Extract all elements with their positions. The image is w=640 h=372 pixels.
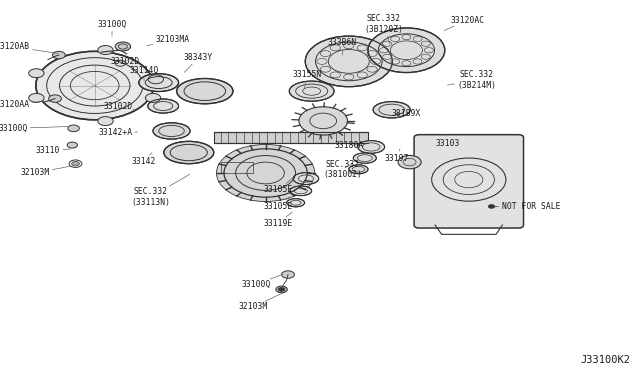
Circle shape	[36, 51, 154, 120]
Text: SEC.332
(381002): SEC.332 (381002)	[323, 160, 362, 179]
Text: 33100Q: 33100Q	[97, 20, 127, 36]
Ellipse shape	[358, 141, 385, 153]
Text: 33142: 33142	[132, 153, 156, 166]
Text: 33142+A: 33142+A	[98, 128, 138, 137]
Circle shape	[67, 142, 77, 148]
Ellipse shape	[164, 141, 214, 164]
Ellipse shape	[290, 186, 312, 196]
Text: 33103: 33103	[436, 134, 460, 148]
Ellipse shape	[349, 165, 368, 174]
Bar	[214, 132, 368, 143]
Circle shape	[216, 144, 315, 202]
Ellipse shape	[177, 78, 233, 104]
Text: 33120AB: 33120AB	[0, 42, 58, 54]
Text: NOT FOR SALE: NOT FOR SALE	[495, 202, 561, 211]
Circle shape	[68, 125, 79, 132]
Text: 33105E: 33105E	[264, 197, 293, 211]
Circle shape	[305, 36, 392, 87]
Circle shape	[299, 107, 348, 135]
Ellipse shape	[139, 74, 179, 92]
Circle shape	[368, 28, 445, 73]
Text: 33110: 33110	[36, 146, 71, 155]
Ellipse shape	[289, 81, 334, 101]
Circle shape	[98, 45, 113, 54]
Text: 32103MA: 32103MA	[147, 35, 190, 46]
Circle shape	[29, 93, 44, 102]
FancyBboxPatch shape	[414, 135, 524, 228]
Text: J33100K2: J33100K2	[580, 355, 630, 365]
Circle shape	[29, 69, 44, 78]
Circle shape	[49, 95, 61, 102]
Text: 38189X: 38189X	[392, 109, 421, 118]
Text: 33119E: 33119E	[264, 212, 293, 228]
Circle shape	[145, 93, 161, 102]
Circle shape	[72, 161, 79, 166]
Circle shape	[278, 288, 285, 291]
Text: SEC.332
(3B120Z): SEC.332 (3B120Z)	[365, 15, 403, 44]
Ellipse shape	[287, 199, 305, 207]
Ellipse shape	[148, 99, 179, 113]
Circle shape	[488, 205, 495, 208]
Text: 32103M: 32103M	[20, 166, 71, 177]
Text: SEC.332
(33113N): SEC.332 (33113N)	[131, 174, 189, 207]
Ellipse shape	[353, 153, 376, 163]
Ellipse shape	[293, 173, 319, 185]
Text: 33180A: 33180A	[334, 141, 364, 150]
Text: 33155N: 33155N	[292, 70, 322, 89]
Circle shape	[98, 117, 113, 126]
Text: SEC.332
(3B214M): SEC.332 (3B214M)	[447, 70, 496, 90]
Circle shape	[148, 75, 164, 84]
Text: 333B6N: 333B6N	[328, 38, 357, 55]
Circle shape	[398, 155, 421, 169]
Ellipse shape	[373, 102, 410, 118]
Text: 33100Q: 33100Q	[0, 124, 68, 133]
Text: 38343Y: 38343Y	[184, 53, 213, 73]
Text: 32103M: 32103M	[238, 293, 282, 311]
Text: 33114Q: 33114Q	[129, 66, 159, 81]
Text: 33102D: 33102D	[110, 57, 140, 69]
Text: 33100Q: 33100Q	[241, 275, 282, 289]
Text: 33105E: 33105E	[264, 179, 293, 194]
Circle shape	[52, 51, 65, 59]
Circle shape	[276, 286, 287, 293]
Text: 33120AA: 33120AA	[0, 100, 52, 109]
Circle shape	[115, 42, 131, 51]
Text: 33197: 33197	[385, 149, 409, 163]
Ellipse shape	[153, 123, 190, 139]
Text: 33120AC: 33120AC	[444, 16, 484, 31]
Circle shape	[282, 271, 294, 278]
Text: 33102D: 33102D	[104, 102, 134, 110]
